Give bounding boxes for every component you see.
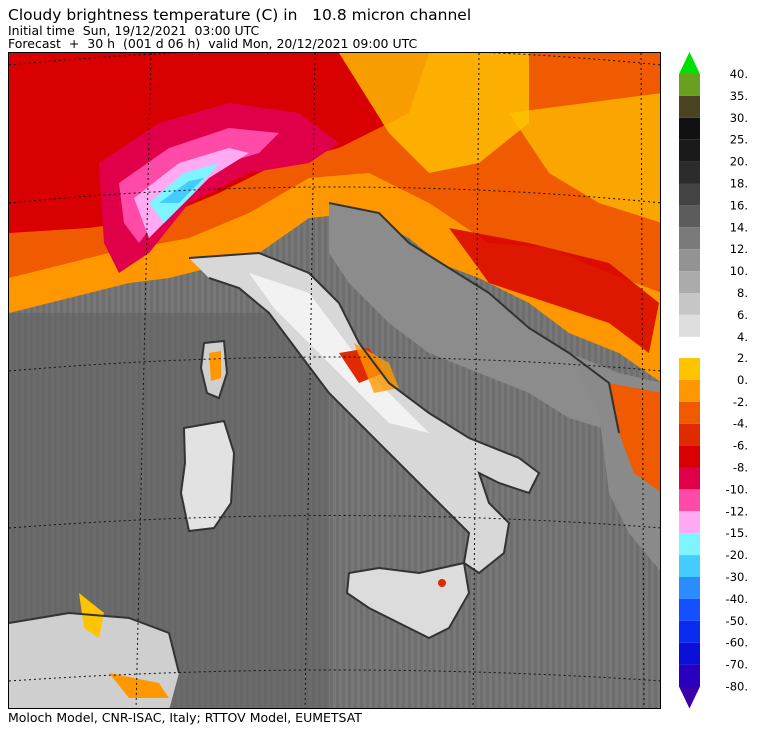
scale-swatch bbox=[679, 95, 700, 118]
upper-scale-arrow bbox=[679, 52, 700, 74]
scale-swatch bbox=[679, 489, 700, 512]
scale-label: -40. bbox=[726, 592, 748, 606]
satellite-map bbox=[8, 52, 661, 709]
scale-label: 40. bbox=[730, 67, 748, 81]
scale-swatch bbox=[679, 249, 700, 272]
scale-label: 20. bbox=[730, 155, 748, 169]
scale-swatch bbox=[679, 358, 700, 380]
italy-peninsula bbox=[189, 253, 539, 573]
scale-swatch bbox=[679, 183, 700, 206]
scale-swatch bbox=[679, 467, 700, 490]
scale-swatch bbox=[679, 511, 700, 534]
scale-swatch bbox=[679, 139, 700, 162]
scale-swatch bbox=[679, 401, 700, 424]
scale-swatch bbox=[679, 227, 700, 250]
scale-swatch bbox=[679, 205, 700, 228]
scale-label: 10. bbox=[730, 264, 748, 278]
scale-label: 8. bbox=[737, 286, 748, 300]
scale-label: -20. bbox=[726, 548, 748, 562]
scale-label: -8. bbox=[733, 461, 748, 475]
scale-swatch bbox=[679, 445, 700, 468]
scale-swatch bbox=[679, 117, 700, 140]
scale-label: -2. bbox=[733, 395, 748, 409]
scale-swatch bbox=[679, 423, 700, 446]
scale-label: -10. bbox=[726, 482, 748, 496]
scale-label: 12. bbox=[730, 242, 748, 256]
adriatic-sea bbox=[329, 203, 619, 433]
scale-label: 14. bbox=[730, 220, 748, 234]
scale-label: -6. bbox=[733, 439, 748, 453]
model-credit: Moloch Model, CNR-ISAC, Italy; RTTOV Mod… bbox=[8, 710, 362, 725]
scale-label: -30. bbox=[726, 570, 748, 584]
scale-label: -70. bbox=[726, 658, 748, 672]
scale-label: 30. bbox=[730, 111, 748, 125]
scale-label: -50. bbox=[726, 614, 748, 628]
scale-label: 16. bbox=[730, 198, 748, 212]
graticule bbox=[9, 53, 660, 708]
scale-swatch bbox=[679, 533, 700, 556]
scale-label: -4. bbox=[733, 417, 748, 431]
scale-swatch bbox=[679, 74, 700, 96]
scale-label: 4. bbox=[737, 330, 748, 344]
scale-swatch bbox=[679, 379, 700, 402]
scale-swatch bbox=[679, 293, 700, 315]
scale-label: 25. bbox=[730, 133, 748, 147]
scale-label: -12. bbox=[726, 504, 748, 518]
lower-scale-arrow bbox=[679, 686, 700, 709]
scale-swatch bbox=[679, 664, 700, 687]
scale-label: 2. bbox=[737, 351, 748, 365]
alps-cold-tops bbox=[99, 103, 339, 273]
coastlines bbox=[9, 202, 620, 674]
scale-label: -15. bbox=[726, 526, 748, 540]
scale-swatch bbox=[679, 577, 700, 599]
scale-label: 6. bbox=[737, 308, 748, 322]
scale-label: -80. bbox=[726, 680, 748, 694]
scale-swatch bbox=[679, 598, 700, 621]
scale-label: 18. bbox=[730, 177, 748, 191]
chart-title: Cloudy brightness temperature (C) in 10.… bbox=[8, 6, 472, 24]
scale-label: -60. bbox=[726, 636, 748, 650]
scale-label: 35. bbox=[730, 89, 748, 103]
initial-time: Initial time Sun, 19/12/2021 03:00 UTC bbox=[8, 23, 260, 38]
forecast-valid-time: Forecast + 30 h (001 d 06 h) valid Mon, … bbox=[8, 36, 418, 51]
scale-swatch bbox=[679, 620, 700, 643]
map-canvas bbox=[9, 53, 660, 708]
scale-swatch bbox=[679, 161, 700, 184]
scale-label: 0. bbox=[737, 373, 748, 387]
scale-swatch bbox=[679, 555, 700, 577]
sardinia bbox=[181, 421, 234, 531]
scale-swatch bbox=[679, 271, 700, 293]
scale-swatch bbox=[679, 642, 700, 665]
scale-swatch bbox=[679, 314, 700, 337]
